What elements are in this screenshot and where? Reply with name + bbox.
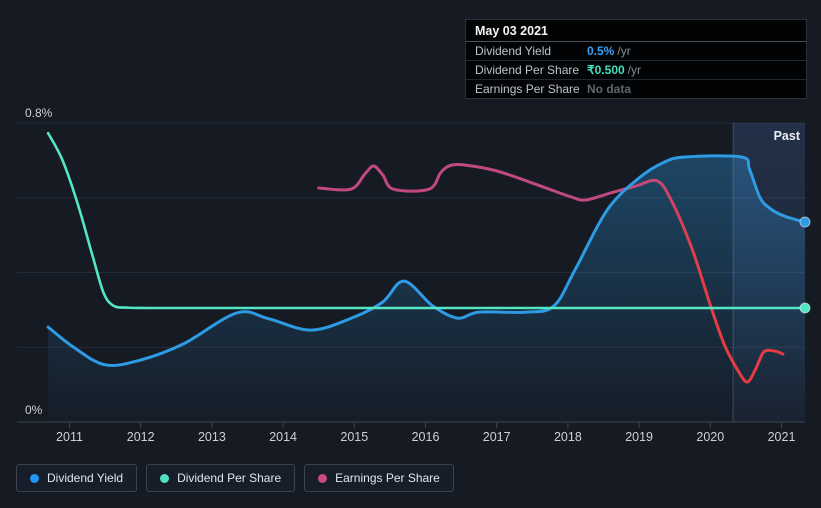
x-tick-label: 2020 <box>696 430 724 444</box>
chart-legend: Dividend Yield Dividend Per Share Earnin… <box>16 464 454 492</box>
x-tick-label: 2015 <box>340 430 368 444</box>
legend-item-earnings-per-share[interactable]: Earnings Per Share <box>304 464 454 492</box>
tooltip-value-suffix: /yr <box>627 63 642 77</box>
x-tick-label: 2011 <box>56 430 83 444</box>
x-tick-label: 2013 <box>198 430 226 444</box>
tooltip-row-earnings-per-share: Earnings Per Share No data <box>466 80 806 98</box>
x-tick-label: 2012 <box>127 430 155 444</box>
earnings-per-share-line[interactable] <box>317 162 785 384</box>
x-tick-label: 2021 <box>768 430 796 444</box>
dividend-yield-end-marker[interactable] <box>799 216 811 228</box>
legend-item-dividend-yield[interactable]: Dividend Yield <box>16 464 138 492</box>
tooltip-value: ₹0.500 <box>587 63 625 77</box>
x-tick-label: 2017 <box>483 430 511 444</box>
tooltip-value-suffix: /yr <box>617 44 631 58</box>
x-tick-label: 2019 <box>625 430 653 444</box>
y-axis-tick-bottom: 0% <box>25 403 43 417</box>
dividend-per-share-end-marker[interactable] <box>799 302 811 314</box>
y-axis-tick-top: 0.8% <box>25 106 53 120</box>
tooltip-label: Dividend Yield <box>475 44 552 58</box>
series-color-dot-icon <box>30 473 39 483</box>
past-region <box>733 123 805 422</box>
chart-tooltip: May 03 2021 Dividend Yield 0.5%/yr Divid… <box>465 19 807 99</box>
legend-label: Dividend Per Share <box>177 471 282 485</box>
tooltip-date: May 03 2021 <box>466 20 806 42</box>
tooltip-label: Dividend Per Share <box>475 63 580 77</box>
series-color-dot-icon <box>160 473 170 483</box>
tooltip-row-dividend-yield: Dividend Yield 0.5%/yr <box>466 42 806 61</box>
dividend-yield-line[interactable] <box>46 154 807 367</box>
x-tick-label: 2016 <box>412 430 440 444</box>
x-tick-label: 2014 <box>269 430 297 444</box>
legend-label: Dividend Yield <box>47 471 124 485</box>
tooltip-row-dividend-per-share: Dividend Per Share ₹0.500/yr <box>466 61 806 80</box>
dividend-per-share-line[interactable] <box>46 131 807 310</box>
tooltip-value: 0.5% <box>587 44 615 58</box>
legend-item-dividend-per-share[interactable]: Dividend Per Share <box>146 464 296 492</box>
dividend-yield-area <box>48 155 806 422</box>
series-color-dot-icon <box>318 473 328 483</box>
plot-area[interactable]: 2011 2012 2013 2014 2015 2016 2017 2018 2019 2020… <box>17 122 811 444</box>
tooltip-value: No data <box>587 82 632 96</box>
past-region-label: Past <box>774 129 801 143</box>
legend-label: Earnings Per Share <box>335 471 440 485</box>
x-tick-label: 2018 <box>554 430 582 444</box>
tooltip-label: Earnings Per Share <box>475 82 580 96</box>
